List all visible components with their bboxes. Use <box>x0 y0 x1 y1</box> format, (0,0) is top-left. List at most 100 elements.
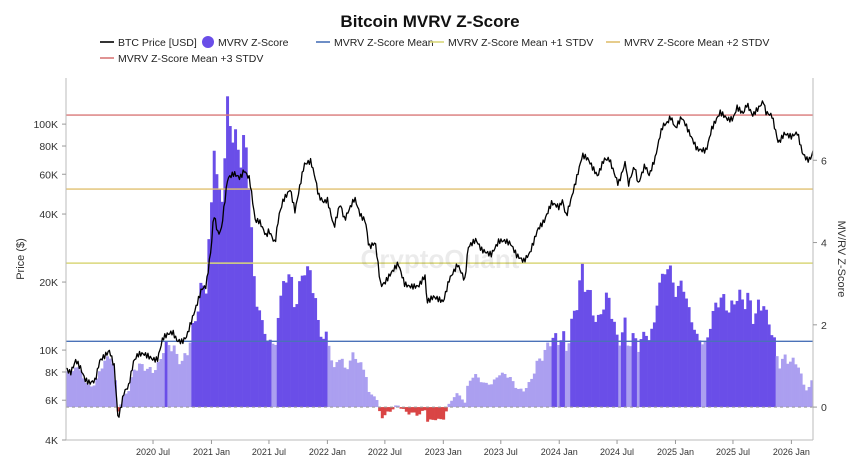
zscore-bar <box>463 402 467 408</box>
zscore-bar <box>570 318 574 408</box>
zscore-bar <box>788 361 792 408</box>
zscore-bar <box>490 384 494 408</box>
legend-item-mvrv-z-score-mean-3-stdv: MVRV Z-Score Mean +3 STDV <box>100 53 263 65</box>
chart-title: Bitcoin MVRV Z-Score <box>340 12 519 31</box>
zscore-bar <box>767 324 771 408</box>
zscore-bar <box>602 309 606 408</box>
y-tick-label: 80K <box>39 141 58 153</box>
zscore-bar <box>404 407 408 412</box>
y-tick-label: 8K <box>45 367 58 379</box>
zscore-bar <box>375 399 379 408</box>
zscore-bar <box>751 323 755 408</box>
zscore-bar <box>554 333 558 408</box>
zscore-bar <box>495 377 499 408</box>
zscore-bar <box>476 377 480 408</box>
zscore-bar <box>522 391 526 408</box>
zscore-bar <box>548 346 552 408</box>
zscore-bar <box>458 395 462 408</box>
zscore-bar <box>394 405 398 408</box>
zscore-bar <box>466 385 470 408</box>
y-tick-label: 40K <box>39 209 58 221</box>
zscore-bar <box>732 304 736 408</box>
zscore-bar <box>743 309 747 408</box>
zscore-bar <box>87 384 91 408</box>
zscore-bar <box>684 298 688 408</box>
zscore-bar <box>607 297 611 408</box>
zscore-bar <box>103 360 107 408</box>
zscore-bar <box>524 388 528 408</box>
zscore-bar <box>516 388 520 408</box>
zscore-bar <box>644 335 648 408</box>
zscore-bar <box>338 359 342 408</box>
zscore-bar <box>727 312 731 408</box>
zscore-bar <box>319 336 323 408</box>
x-tick-label: 2022 Jul <box>368 447 402 457</box>
zscore-bar <box>546 342 550 408</box>
zscore-bar <box>538 358 542 408</box>
zscore-bar <box>119 404 123 408</box>
zscore-bar <box>578 280 582 408</box>
zscore-bar <box>562 331 566 408</box>
zscore-bar <box>202 285 206 408</box>
zscore-bar <box>703 341 707 408</box>
zscore-bar <box>791 357 795 408</box>
zscore-bar <box>762 306 766 408</box>
zscore-bar <box>583 291 587 408</box>
x-tick-label: 2025 Jul <box>716 447 750 457</box>
legend-label-btc-price-usd: BTC Price [USD] <box>118 37 197 49</box>
zscore-bar <box>455 393 459 408</box>
zscore-bar <box>76 367 80 408</box>
zscore-bar <box>348 360 352 408</box>
zscore-bar <box>146 368 150 408</box>
zscore-bar <box>223 158 227 408</box>
zscore-bar <box>90 386 93 408</box>
zscore-bar <box>698 340 702 408</box>
zscore-bar <box>156 362 160 408</box>
zscore-bar <box>556 345 560 408</box>
zscore-bar <box>327 345 331 408</box>
zscore-bar <box>660 273 664 408</box>
zscore-bar <box>234 129 238 408</box>
zscore-bar <box>367 391 371 408</box>
zscore-bar <box>778 368 782 408</box>
zscore-bar <box>186 355 190 408</box>
zscore-bar <box>386 407 390 412</box>
zscore-bar <box>311 293 315 408</box>
zscore-bar <box>66 371 69 408</box>
zscore-bar <box>282 281 286 408</box>
zscore-bar <box>74 367 77 408</box>
y-tick-label: 100K <box>33 119 58 131</box>
zscore-bar <box>354 358 358 408</box>
y-tick-label: 4K <box>45 435 58 447</box>
zscore-bar <box>658 282 662 408</box>
zscore-bar <box>722 294 726 408</box>
zscore-bar <box>268 339 272 408</box>
zscore-bar <box>450 400 454 408</box>
zscore-bar <box>124 393 128 408</box>
zscore-bar <box>106 356 109 408</box>
zscore-bar <box>615 334 619 408</box>
zscore-bar <box>226 96 230 408</box>
zscore-bar <box>674 296 678 408</box>
zscore-bar <box>511 381 515 408</box>
zscore-bar <box>716 307 720 408</box>
zscore-bar <box>140 364 144 408</box>
zscore-bar <box>503 373 507 408</box>
zscore-bar <box>378 407 382 412</box>
zscore-bar <box>324 331 328 408</box>
zscore-bar <box>308 270 312 408</box>
zscore-bar <box>708 328 712 408</box>
zscore-bar <box>372 396 376 408</box>
zscore-bar <box>290 276 294 408</box>
zscore-bar <box>628 346 632 408</box>
zscore-bar <box>343 367 347 408</box>
zscore-bar <box>167 345 171 408</box>
zscore-bar <box>292 307 296 408</box>
x-tick-label: 2024 Jan <box>541 447 578 457</box>
zscore-bar <box>682 291 686 408</box>
zscore-bar <box>207 239 211 408</box>
zscore-bar <box>250 227 254 408</box>
zscore-bar <box>604 292 608 408</box>
zscore-bar <box>591 315 595 408</box>
